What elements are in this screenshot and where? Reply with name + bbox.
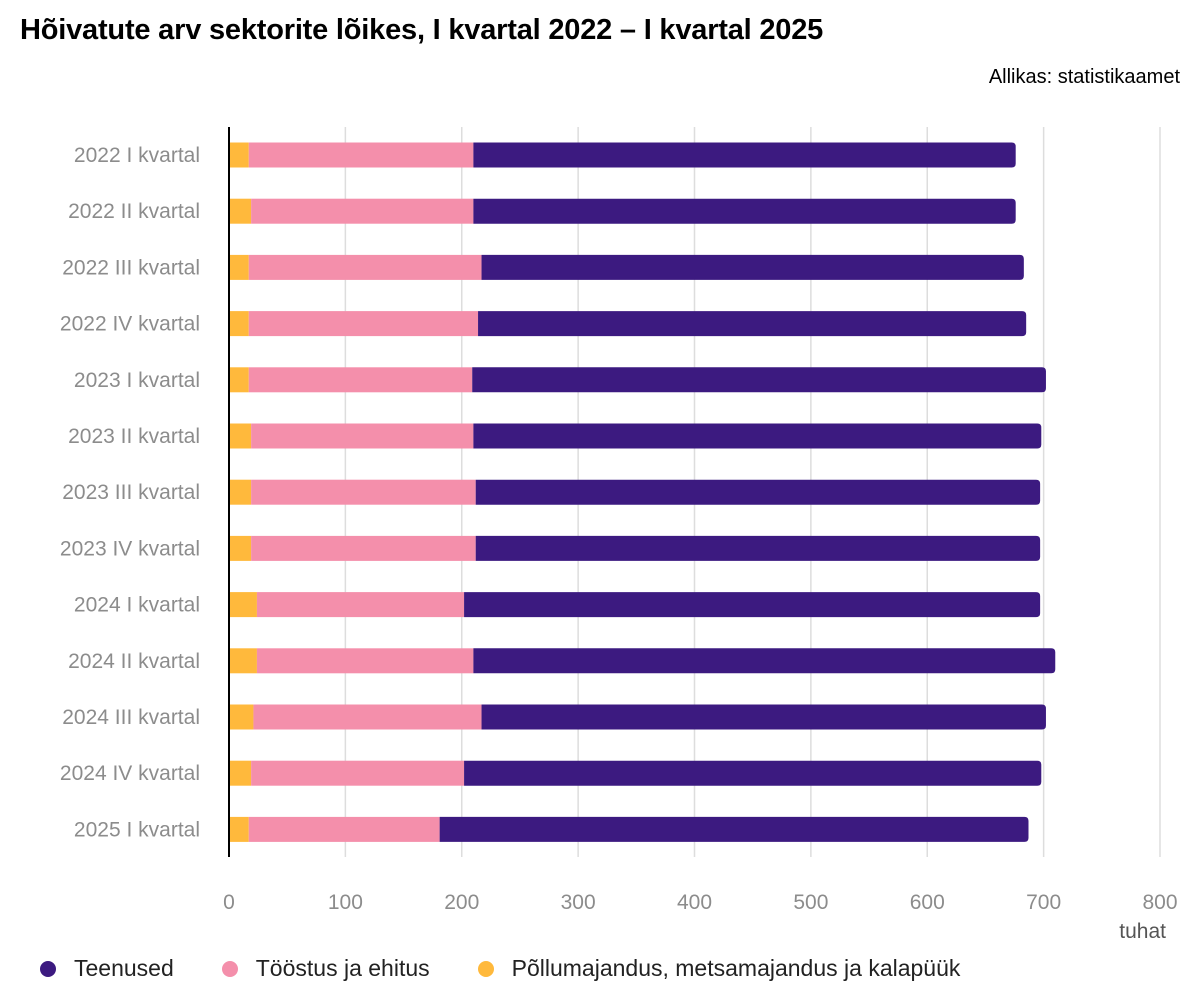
category-label: 2023 III kvartal [62,481,200,504]
bar-segment [464,760,1042,786]
bar-segment [475,535,1041,561]
bar-segment [229,423,252,449]
bar-segment [251,423,474,449]
x-tick-label: 400 [677,891,712,914]
category-label: 2024 II kvartal [68,650,200,673]
bars [229,142,1056,842]
category-label: 2024 IV kvartal [60,762,200,785]
legend: Teenused Tööstus ja ehitus Põllumajandus, … [40,955,1008,982]
bar-segment [439,816,1029,842]
category-labels: 2022 I kvartal 2022 II kvartal 2022 III kv… [60,144,200,841]
legend-item[interactable]: Teenused [40,955,174,982]
bar-chart: 2022 I kvartal 2022 II kvartal 2022 III kv… [60,127,1178,943]
x-unit-label: tuhat [1119,920,1166,943]
x-tick-label: 300 [561,891,596,914]
bar-segment [475,479,1041,505]
category-label: 2023 IV kvartal [60,537,200,560]
bar-segment [473,142,1016,168]
bar-segment [256,648,474,674]
bar-segment [251,479,476,505]
bar-segment [229,592,257,618]
bar-segment [229,367,249,393]
bar-segment [229,311,249,337]
legend-label: Põllumajandus, metsamajandus ja kalapüük [511,955,961,981]
bar-segment [229,142,249,168]
legend-dot-icon [221,960,238,977]
bar-segment [248,367,473,393]
bar-segment [473,198,1016,224]
x-tick-label: 600 [910,891,945,914]
bar-segment [464,592,1041,618]
category-label: 2025 I kvartal [74,818,200,841]
legend-label: Teenused [74,955,174,981]
bar-segment [229,479,252,505]
bar-segment [253,704,482,730]
x-tick-label: 800 [1142,891,1177,914]
category-label: 2022 III kvartal [62,256,200,279]
bar-segment [229,198,252,224]
bar-segment [248,254,482,280]
legend-item[interactable]: Põllumajandus, metsamajandus ja kalapüük [477,955,961,982]
x-tick-label: 0 [223,891,235,914]
bar-segment [256,592,465,618]
bar-segment [472,367,1046,393]
x-tick-labels: 0 100 200 300 400 500 600 700 800 [223,891,1177,914]
category-label: 2023 I kvartal [74,369,200,392]
bar-segment [473,648,1056,674]
legend-dot-icon [477,960,494,977]
bar-segment [229,704,254,730]
category-label: 2022 IV kvartal [60,313,200,336]
chart-title: Hõivatute arv sektorite lõikes, I kvarta… [20,14,824,46]
bar-segment [248,816,440,842]
bar-segment [473,423,1042,449]
bar-segment [251,760,465,786]
legend-dot-icon [40,960,56,977]
category-label: 2024 I kvartal [74,594,200,617]
bar-segment [251,198,474,224]
source-note: Allikas: statistikaamet [988,66,1180,88]
category-label: 2022 I kvartal [74,144,200,167]
category-label: 2024 III kvartal [62,706,200,729]
bar-segment [229,760,252,786]
bar-segment [229,648,257,674]
x-tick-label: 100 [328,891,363,914]
category-label: 2022 II kvartal [68,200,200,223]
bar-segment [248,311,479,337]
bar-segment [229,535,252,561]
legend-label: Tööstus ja ehitus [255,955,430,981]
bar-segment [229,254,249,280]
x-tick-label: 200 [444,891,479,914]
bar-segment [248,142,474,168]
bar-segment [481,704,1046,730]
legend-item[interactable]: Tööstus ja ehitus [221,955,430,982]
x-tick-label: 700 [1026,891,1061,914]
bar-segment [478,311,1027,337]
bar-segment [251,535,476,561]
x-tick-label: 500 [793,891,828,914]
bar-segment [229,816,249,842]
bar-segment [481,254,1024,280]
category-label: 2023 II kvartal [68,425,200,448]
